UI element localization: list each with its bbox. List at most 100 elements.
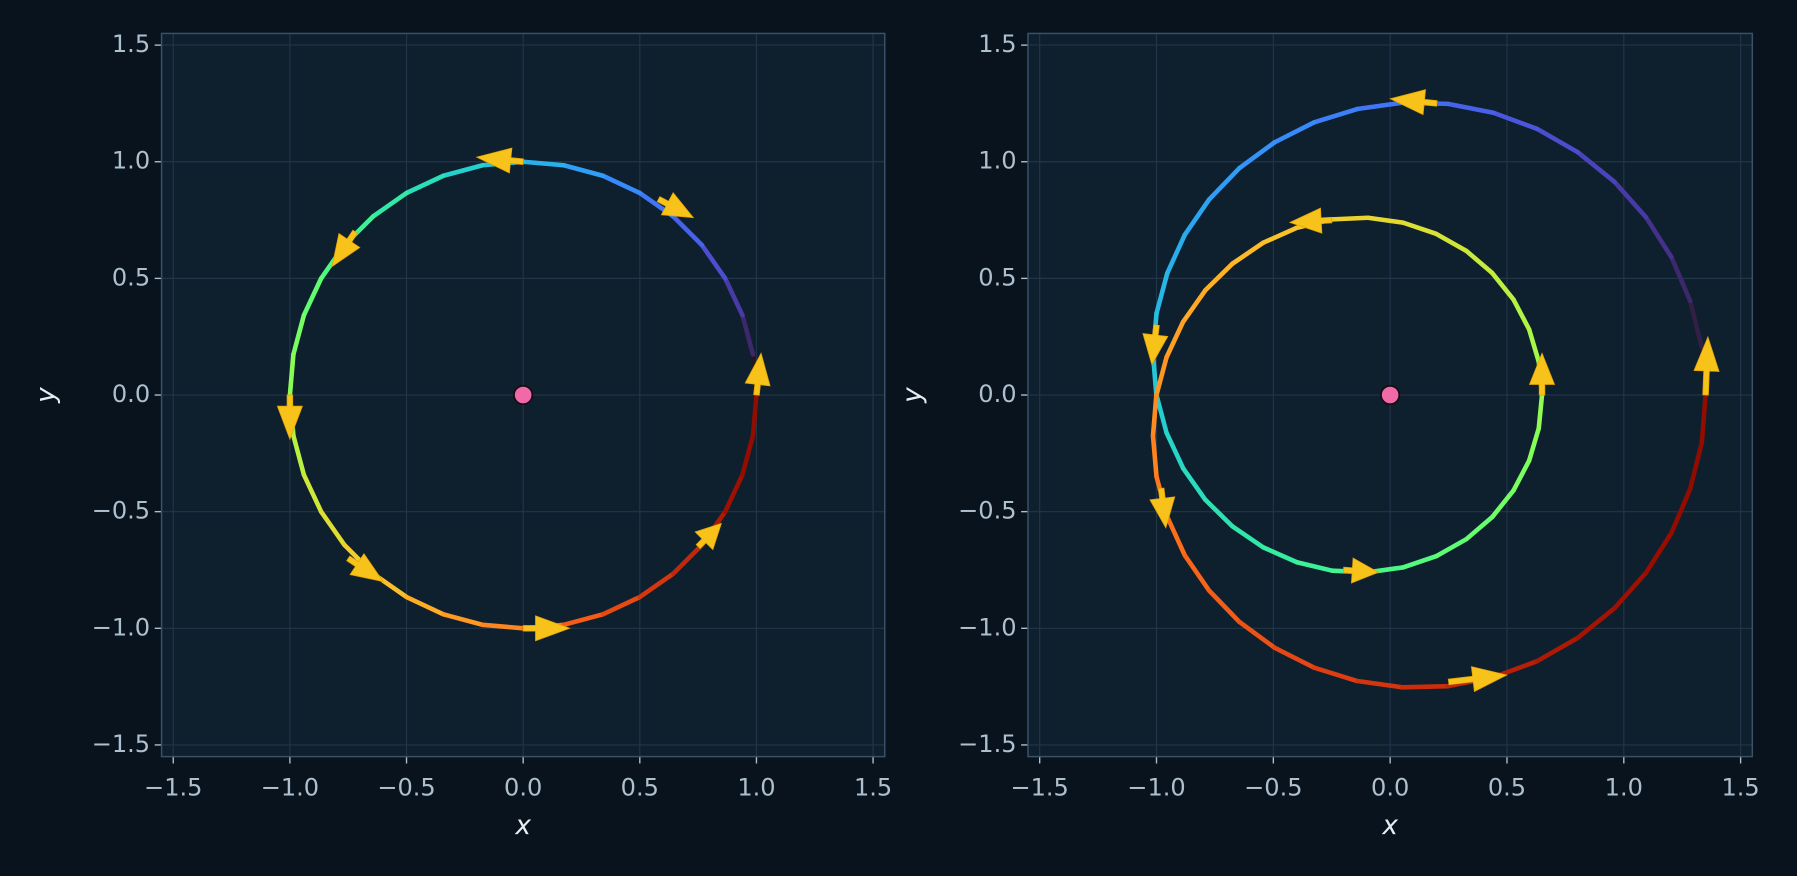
- y-tick-label: 1.0: [112, 147, 150, 175]
- trajectory-segment: [1354, 100, 1405, 112]
- trajectory-segment: [561, 612, 606, 628]
- trajectory-segment: [1365, 215, 1406, 225]
- trajectory-segment: [1164, 319, 1186, 360]
- y-tick-label: −0.5: [92, 497, 150, 525]
- direction-arrow: [522, 615, 571, 642]
- y-axis-label: y: [898, 387, 928, 404]
- x-tick-label: 0.0: [504, 774, 542, 802]
- trajectory-segment: [1311, 106, 1360, 125]
- y-tick-label: −1.5: [92, 730, 150, 758]
- y-tick-label: 1.5: [112, 30, 150, 58]
- trajectory-segment: [1400, 220, 1439, 237]
- trajectory-segment: [1150, 433, 1159, 479]
- trajectory-segment: [1230, 240, 1266, 266]
- trajectory-segment: [1433, 536, 1469, 559]
- x-axis-label: x: [514, 811, 531, 841]
- trajectory-segment: [318, 509, 347, 548]
- trajectory-segment: [1272, 645, 1317, 671]
- trajectory-segment: [1489, 270, 1516, 302]
- trajectory-segment: [1643, 530, 1674, 576]
- direction-arrow: [1528, 352, 1556, 396]
- trajectory-segment: [1182, 552, 1212, 593]
- direction-arrow: [1342, 557, 1380, 584]
- trajectory-segment: [1669, 486, 1693, 536]
- x-tick-label: −0.5: [1244, 774, 1302, 802]
- trajectory-segment: [1536, 392, 1545, 431]
- x-tick-label: −1.5: [1010, 774, 1068, 802]
- trajectory-segment: [291, 433, 307, 478]
- trajectory-segment: [1612, 179, 1649, 220]
- trajectory-segment: [441, 162, 485, 179]
- trajectory-segment: [370, 190, 409, 219]
- trajectory-segment: [1272, 120, 1317, 145]
- trajectory-segment: [1164, 232, 1188, 276]
- trajectory-segment: [600, 594, 643, 617]
- trajectory-segment: [670, 214, 705, 248]
- trajectory-segment: [1526, 426, 1542, 463]
- trajectory-segment: [1399, 683, 1451, 690]
- trajectory-segment: [1164, 430, 1186, 471]
- x-tick-label: 1.0: [737, 774, 775, 802]
- direction-arrow: [744, 352, 771, 396]
- trajectory-segment: [441, 612, 485, 628]
- trajectory-segment: [1526, 327, 1542, 364]
- trajectory-segment: [1182, 197, 1212, 238]
- trajectory-segment: [722, 472, 745, 514]
- trajectory-segment: [301, 276, 324, 318]
- y-tick-label: −1.5: [958, 730, 1016, 758]
- trajectory-segment: [1236, 140, 1277, 171]
- x-tick-label: 0.5: [1488, 774, 1526, 802]
- trajectory-segment: [1180, 465, 1208, 503]
- trajectory-segment: [1260, 545, 1300, 565]
- x-tick-label: −1.0: [261, 774, 319, 802]
- trajectory-segment: [1180, 287, 1208, 325]
- x-tick-label: 1.5: [854, 774, 892, 802]
- trajectory-segment: [1534, 126, 1581, 155]
- trajectory-segment: [301, 472, 324, 514]
- trajectory-segment: [1687, 440, 1705, 492]
- trajectory-segment: [1464, 248, 1495, 276]
- direction-arrow: [694, 522, 722, 551]
- x-axis-label: x: [1381, 811, 1398, 841]
- trajectory-segment: [1329, 215, 1371, 222]
- trajectory-segment: [1203, 497, 1235, 529]
- trajectory-segment: [1206, 588, 1242, 625]
- trajectory-segment: [404, 173, 446, 196]
- plot-frame: [1027, 32, 1754, 758]
- trajectory-segment: [740, 312, 756, 357]
- trajectory-segment: [520, 159, 567, 168]
- trajectory-segment: [480, 622, 526, 631]
- trajectory-segment: [561, 162, 606, 179]
- x-tick-label: 0.0: [1371, 774, 1409, 802]
- y-axis-label: y: [31, 387, 61, 404]
- y-tick-label: −1.0: [92, 613, 150, 641]
- y-tick-label: 0.5: [112, 263, 150, 291]
- trajectory-segment: [1150, 393, 1159, 439]
- trajectory-segment: [1699, 392, 1708, 445]
- trajectory-segment: [1669, 254, 1693, 304]
- y-tick-label: −1.0: [958, 613, 1016, 641]
- trajectory-segment: [291, 312, 307, 357]
- trajectory-segment: [1154, 270, 1170, 316]
- direction-arrow: [1447, 666, 1508, 693]
- trajectory-segment: [404, 594, 446, 617]
- trajectory-segment: [699, 242, 728, 281]
- direction-arrow: [475, 147, 524, 174]
- x-tick-label: 0.5: [621, 774, 659, 802]
- x-tick-label: −1.5: [144, 774, 202, 802]
- trajectory-segment: [750, 392, 759, 438]
- panel: −1.5 −1.0 −0.5 0.0 0.5 1.0 1.5 −1.5 −1.0 −0.5 0.0 0…: [31, 30, 892, 841]
- direction-arrow: [331, 229, 361, 268]
- direction-arrow: [1389, 89, 1438, 116]
- trajectory-segment: [1236, 619, 1277, 650]
- trajectory-segment: [600, 173, 643, 196]
- trajectory-segment: [1311, 665, 1360, 684]
- direction-arrow: [1693, 335, 1720, 396]
- trajectory-segment: [1511, 458, 1532, 493]
- y-tick-label: 0.5: [978, 263, 1016, 291]
- trajectory-segment: [1153, 354, 1169, 399]
- direction-arrow: [346, 553, 384, 583]
- trajectory-segment: [637, 571, 676, 600]
- trajectory-segment: [670, 542, 705, 577]
